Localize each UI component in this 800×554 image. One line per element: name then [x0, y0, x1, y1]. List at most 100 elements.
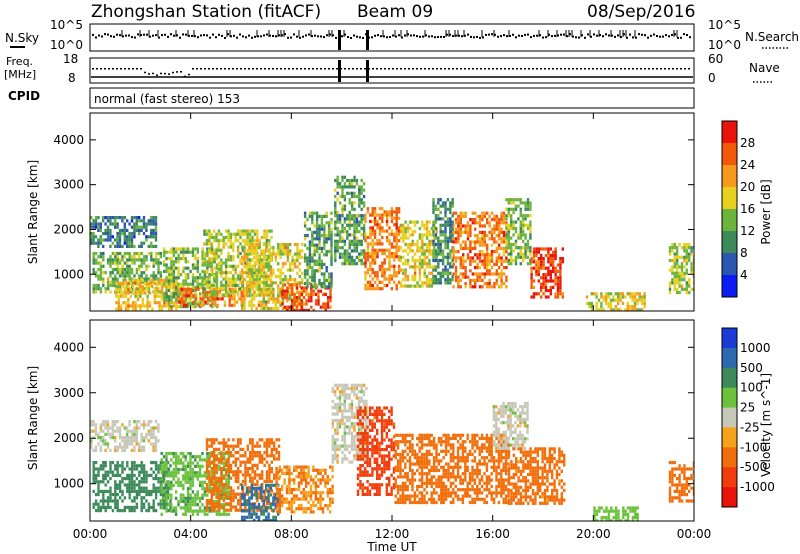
- data-cell: [163, 285, 166, 289]
- data-cell: [437, 236, 440, 240]
- data-cell: [210, 489, 213, 493]
- data-cell: [255, 284, 258, 288]
- data-cell: [544, 282, 548, 286]
- data-cell: [595, 301, 598, 305]
- data-cell: [313, 285, 316, 289]
- data-cell: [135, 505, 139, 509]
- data-cell: [556, 269, 560, 273]
- noise-point: [530, 36, 532, 39]
- data-cell: [529, 226, 532, 231]
- data-cell: [133, 432, 136, 436]
- data-cell: [227, 245, 230, 249]
- nave-point: [356, 68, 358, 70]
- data-cell: [114, 255, 117, 259]
- data-cell: [399, 258, 402, 263]
- data-cell: [289, 278, 292, 282]
- data-cell: [281, 292, 284, 296]
- nave-point: [328, 68, 330, 70]
- data-cell: [253, 239, 257, 243]
- data-cell: [272, 290, 275, 295]
- data-cell: [222, 490, 226, 494]
- data-cell: [142, 261, 146, 265]
- data-cell: [402, 233, 405, 237]
- data-cell: [418, 274, 422, 279]
- data-cell: [134, 304, 137, 308]
- data-cell: [160, 288, 164, 292]
- noise-point: [593, 33, 595, 36]
- noise-point: [629, 33, 631, 36]
- data-cell: [225, 512, 228, 516]
- nave-point: [616, 68, 618, 70]
- data-cell: [215, 253, 219, 257]
- data-cell: [163, 278, 166, 282]
- data-cell: [514, 262, 518, 266]
- data-cell: [126, 505, 129, 509]
- data-cell: [404, 236, 407, 240]
- data-cell: [208, 463, 211, 467]
- data-cell: [369, 274, 372, 278]
- nave-point: [300, 68, 302, 70]
- data-cell: [253, 274, 257, 278]
- noise-point: [497, 35, 499, 38]
- data-cell: [411, 278, 414, 282]
- data-cell: [138, 258, 141, 262]
- data-cell: [263, 258, 266, 262]
- data-cell: [444, 207, 447, 211]
- data-cell: [451, 278, 454, 282]
- data-cell: [102, 238, 105, 242]
- data-cell: [118, 216, 122, 220]
- data-cell: [182, 506, 185, 510]
- noise-point: [446, 33, 448, 36]
- data-cell: [544, 295, 548, 299]
- data-cell: [318, 266, 321, 270]
- data-cell: [187, 250, 190, 254]
- data-cell: [182, 253, 185, 257]
- data-cell: [510, 252, 513, 256]
- data-cell: [130, 241, 134, 245]
- data-cell: [493, 250, 496, 254]
- data-cell: [469, 250, 472, 254]
- data-cell: [138, 420, 141, 424]
- data-cell: [135, 216, 138, 220]
- data-cell: [277, 306, 280, 311]
- data-cell: [257, 246, 261, 250]
- data-cell: [343, 230, 347, 234]
- noise-point: [410, 34, 412, 37]
- data-cell: [182, 266, 185, 270]
- data-cell: [227, 512, 231, 516]
- data-cell: [133, 244, 136, 248]
- data-cell: [104, 238, 107, 242]
- data-cell: [106, 423, 110, 427]
- data-cell: [118, 432, 122, 436]
- data-cell: [454, 218, 458, 222]
- data-cell: [362, 230, 366, 234]
- data-cell: [454, 269, 458, 273]
- data-cell: [502, 266, 506, 270]
- data-cell: [116, 244, 119, 248]
- data-cell: [194, 496, 197, 500]
- data-cell: [165, 282, 168, 286]
- data-cell: [544, 289, 548, 293]
- data-cell: [378, 229, 382, 233]
- data-cell: [381, 271, 384, 275]
- data-cell: [167, 269, 171, 273]
- data-cell: [353, 223, 356, 227]
- data-cell: [114, 480, 117, 484]
- data-cell: [172, 269, 175, 273]
- data-cell: [308, 240, 312, 244]
- data-cell: [253, 265, 256, 269]
- data-cell: [462, 224, 465, 228]
- data-cell: [290, 289, 294, 293]
- data-cell: [488, 259, 491, 263]
- noise-point: [281, 34, 283, 37]
- data-cell: [267, 249, 270, 253]
- data-cell: [373, 248, 377, 252]
- data-cell: [208, 250, 211, 254]
- data-region: [364, 207, 401, 291]
- data-cell: [343, 220, 347, 224]
- data-cell: [104, 216, 107, 220]
- data-cell: [235, 300, 239, 304]
- data-cell: [547, 273, 550, 277]
- data-cell: [388, 274, 391, 278]
- data-cell: [360, 252, 363, 256]
